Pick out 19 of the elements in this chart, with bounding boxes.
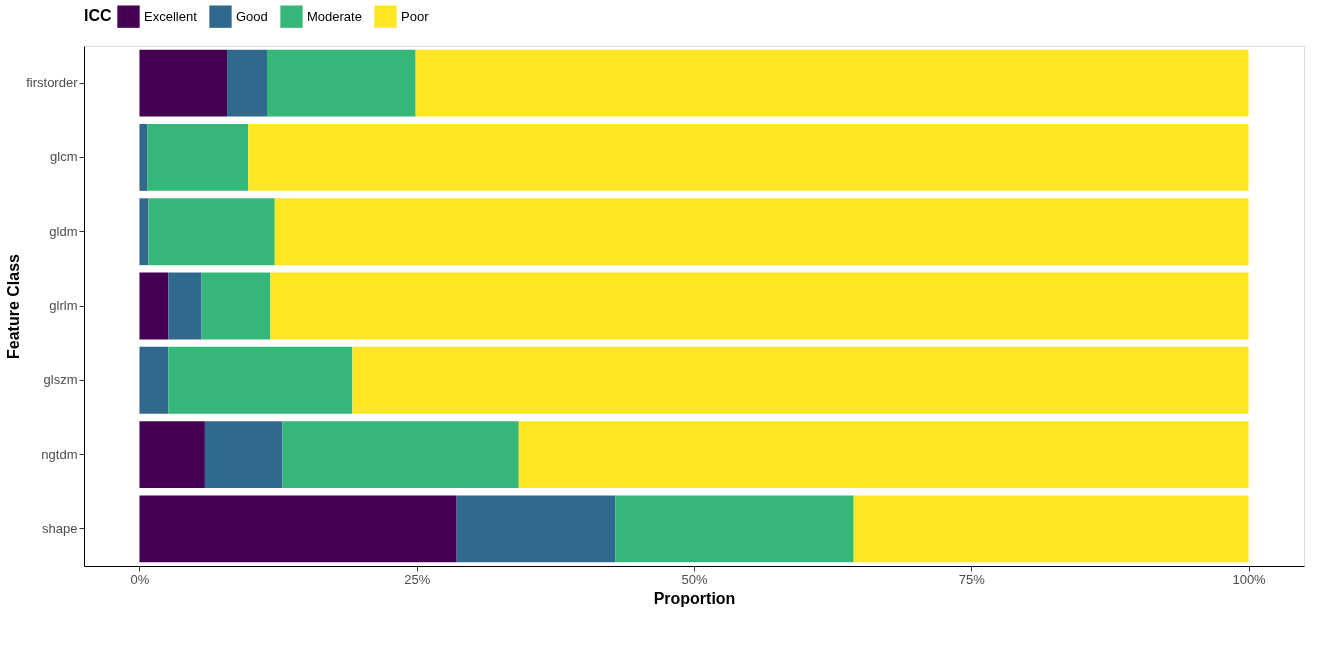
x-tick-label: 100% — [1232, 571, 1267, 587]
legend-title: ICC — [84, 7, 112, 24]
x-tick-label: 25% — [404, 571, 431, 587]
x-tick-label: 0% — [130, 571, 150, 587]
legend-label: Moderate — [307, 8, 362, 24]
legend-label: Good — [236, 8, 268, 24]
legend-label: Poor — [401, 8, 430, 24]
legend-label: Excellent — [144, 8, 198, 24]
y-tick-label: glrlm — [49, 298, 78, 313]
y-tick-label: shape — [42, 520, 78, 536]
y-tick-label: ngtdm — [41, 446, 78, 462]
y-tick-label: gldm — [49, 223, 78, 239]
x-tick-label: 50% — [681, 571, 708, 587]
y-tick-label: glcm — [50, 149, 78, 165]
x-axis-title: Proportion — [653, 589, 736, 607]
y-tick-label: firstorder — [26, 75, 79, 91]
y-axis-title: Feature Class — [5, 253, 23, 359]
x-tick-label: 75% — [958, 571, 986, 587]
y-tick-label: glszm — [43, 372, 78, 388]
